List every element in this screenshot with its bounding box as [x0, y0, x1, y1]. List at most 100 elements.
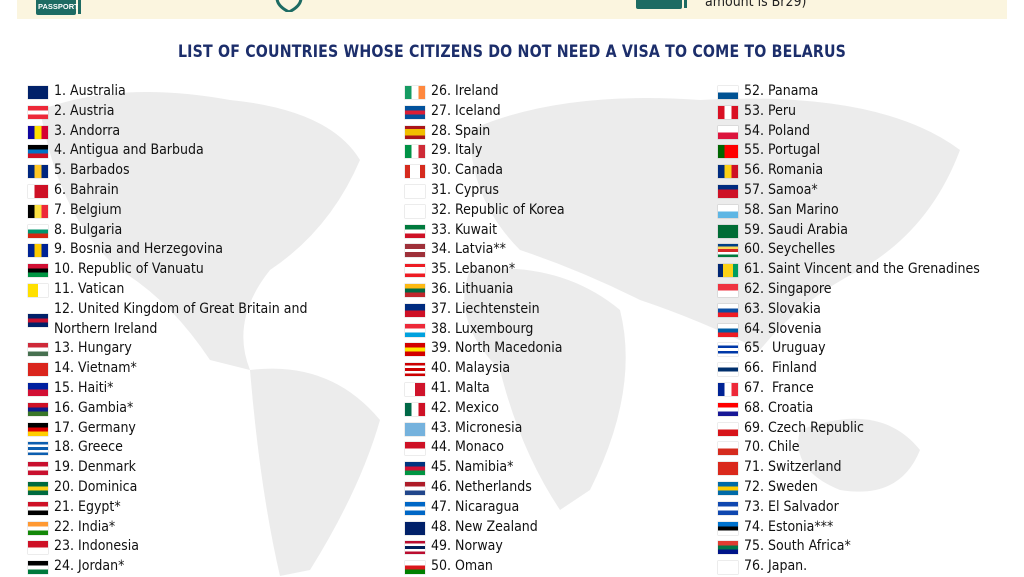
country-list-item: 23. Indonesia — [28, 537, 324, 557]
country-list-item: 11. Vatican — [28, 280, 324, 300]
country-list-item: 37. Liechtenstein — [405, 300, 565, 320]
country-flag-icon — [718, 382, 738, 396]
country-name: 3. Andorra — [54, 122, 121, 139]
country-name: 49. Norway — [431, 538, 503, 555]
country-list-item: 63. Slovakia — [718, 300, 980, 320]
country-flag-icon — [718, 204, 738, 218]
country-name: 16. Gambia* — [54, 399, 134, 416]
country-name: 11. Vatican — [54, 280, 125, 297]
country-name: 53. Peru — [744, 102, 797, 119]
country-name: 54. Poland — [744, 122, 811, 139]
country-flag-icon — [28, 422, 48, 436]
country-flag-icon — [28, 313, 48, 327]
country-flag-icon — [718, 303, 738, 317]
passport-icon: PASSPORT — [36, 0, 81, 15]
info-banner: PASSPORT amount is Br29) — [17, 0, 1007, 19]
country-name: 30. Canada — [431, 162, 503, 179]
country-list-item: 52. Panama — [718, 82, 980, 102]
country-name: 52. Panama — [744, 83, 819, 99]
country-list-item: 60. Seychelles — [718, 240, 980, 260]
country-flag-icon — [405, 442, 425, 456]
country-list-item: 39. North Macedonia — [405, 339, 565, 359]
country-list-item: 26. Ireland — [405, 82, 565, 102]
country-name: 71. Switzerland — [744, 459, 842, 476]
country-list-item: 8. Bulgaria — [28, 221, 324, 241]
country-list-item: 48. New Zealand — [405, 518, 565, 538]
country-flag-icon — [718, 442, 738, 456]
country-name: 74. Estonia*** — [744, 518, 834, 535]
country-name: 26. Ireland — [431, 83, 499, 99]
country-name: 42. Mexico — [431, 399, 499, 416]
country-list-item: 32. Republic of Korea — [405, 201, 565, 221]
country-flag-icon — [718, 541, 738, 555]
country-flag-icon — [718, 481, 738, 495]
country-flag-icon — [28, 561, 48, 575]
country-name: 19. Denmark — [54, 459, 136, 476]
country-list-item: 62. Singapore — [718, 280, 980, 300]
country-flag-icon — [718, 145, 738, 159]
country-name: 66. Finland — [744, 360, 817, 377]
country-list-item: 24. Jordan* — [28, 557, 324, 577]
country-list-item: 2. Austria — [28, 102, 324, 122]
country-list-item: 70. Chile — [718, 438, 980, 458]
country-name: 61. Saint Vincent and the Grenadines — [744, 261, 980, 278]
country-name: 14. Vietnam* — [54, 360, 137, 377]
country-flag-icon — [28, 283, 48, 297]
country-name: 68. Croatia — [744, 399, 814, 416]
country-list-item: 46. Netherlands — [405, 478, 565, 498]
country-list-item: 5. Barbados — [28, 161, 324, 181]
country-name: 38. Luxembourg — [431, 320, 534, 337]
country-list-item: 15. Haiti* — [28, 379, 324, 399]
country-flag-icon — [718, 264, 738, 278]
country-name: 33. Kuwait — [431, 221, 498, 238]
country-name: 46. Netherlands — [431, 478, 532, 495]
country-flag-icon — [28, 343, 48, 357]
country-name: 65. Uruguay — [744, 340, 826, 357]
country-list-item: 1. Australia — [28, 82, 324, 102]
country-flag-icon — [28, 501, 48, 515]
country-list-item: 40. Malaysia — [405, 359, 565, 379]
country-flag-icon — [405, 224, 425, 238]
country-list-item: 13. Hungary — [28, 339, 324, 359]
country-flag-icon — [28, 481, 48, 495]
country-name: 9. Bosnia and Herzegovina — [54, 241, 223, 258]
country-list-item: 55. Portugal — [718, 141, 980, 161]
country-list-item: 12. United Kingdom of Great Britain and … — [28, 300, 324, 340]
country-flag-icon — [718, 224, 738, 238]
country-flag-icon — [28, 224, 48, 238]
country-name: 12. United Kingdom of Great Britain and … — [54, 300, 308, 337]
country-name: 35. Lebanon* — [431, 261, 516, 278]
country-flag-icon — [405, 303, 425, 317]
country-list-item: 33. Kuwait — [405, 221, 565, 241]
country-flag-icon — [28, 125, 48, 139]
country-flag-icon — [405, 184, 425, 198]
country-list-item: 53. Peru — [718, 102, 980, 122]
country-list-item: 34. Latvia** — [405, 240, 565, 260]
country-list-item: 66. Finland — [718, 359, 980, 379]
country-flag-icon — [405, 145, 425, 159]
country-name: 32. Republic of Korea — [431, 201, 565, 218]
country-flag-icon — [28, 442, 48, 456]
country-list-item: 3. Andorra — [28, 122, 324, 142]
country-name: 31. Cyprus — [431, 181, 499, 198]
country-name: 60. Seychelles — [744, 241, 836, 258]
country-name: 58. San Marino — [744, 201, 839, 218]
country-list-item: 49. Norway — [405, 537, 565, 557]
country-flag-icon — [405, 125, 425, 139]
country-flag-icon — [28, 462, 48, 476]
country-flag-icon — [28, 521, 48, 535]
country-name: 45. Namibia* — [431, 459, 514, 476]
country-list-item: 41. Malta — [405, 379, 565, 399]
country-flag-icon — [405, 541, 425, 555]
country-list-item: 4. Antigua and Barbuda — [28, 141, 324, 161]
country-flag-icon — [718, 422, 738, 436]
country-flag-icon — [718, 184, 738, 198]
country-flag-icon — [405, 382, 425, 396]
country-list-item: 57. Samoa* — [718, 181, 980, 201]
country-list-item: 74. Estonia*** — [718, 518, 980, 538]
country-column-1: 1. Australia 2. Austria 3. Andorra 4. Antig… — [28, 82, 324, 577]
country-name: 56. Romania — [744, 162, 824, 179]
country-list-item: 69. Czech Republic — [718, 419, 980, 439]
country-flag-icon — [718, 244, 738, 258]
country-list-item: 58. San Marino — [718, 201, 980, 221]
